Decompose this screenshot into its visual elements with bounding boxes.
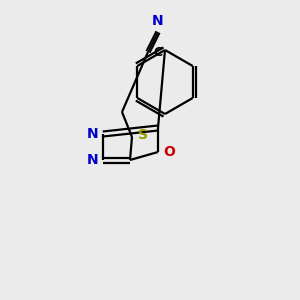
Text: N: N [152,14,164,28]
Text: N: N [86,153,98,167]
Text: S: S [138,128,148,142]
Text: C: C [153,46,162,59]
Text: O: O [163,145,175,159]
Text: N: N [86,127,98,141]
